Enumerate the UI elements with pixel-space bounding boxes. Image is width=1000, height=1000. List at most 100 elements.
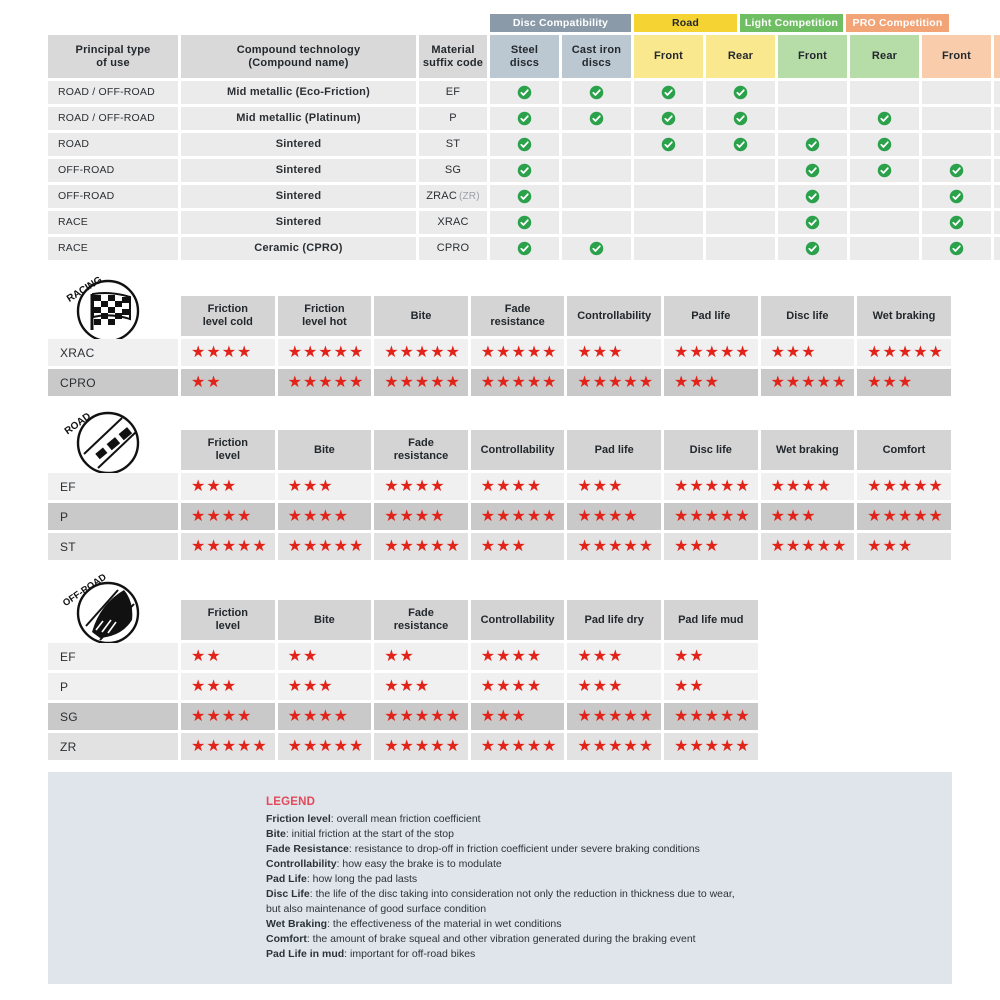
star-icon: ★ bbox=[384, 537, 399, 555]
header-road-rear: Rear bbox=[706, 35, 775, 78]
star-icon: ★ bbox=[577, 737, 592, 755]
rating-cell: ★ ★ ★ bbox=[374, 673, 468, 700]
rating-cell: ★ ★ ★ ★ ★ bbox=[857, 473, 951, 500]
rating-cell: ★ ★ ★ ★ ★ bbox=[663, 339, 758, 366]
header-principal-type-line2: of use bbox=[96, 56, 130, 69]
star-rating: ★ ★ bbox=[278, 648, 372, 665]
rating-cell: ★ ★ ★ ★ ★ bbox=[374, 703, 468, 730]
star-icon: ★ bbox=[867, 343, 882, 361]
star-rating: ★ ★ ★ ★ bbox=[374, 478, 468, 495]
group-header-spacer bbox=[48, 14, 487, 32]
star-icon: ★ bbox=[608, 677, 623, 695]
star-icon: ★ bbox=[785, 343, 801, 361]
rating-cell: ★ ★ ★ ★ bbox=[277, 703, 372, 730]
star-icon: ★ bbox=[592, 507, 608, 525]
star-icon: ★ bbox=[414, 677, 430, 695]
star-icon: ★ bbox=[496, 343, 511, 361]
star-icon: ★ bbox=[785, 373, 801, 391]
star-icon: ★ bbox=[302, 537, 318, 555]
check-icon bbox=[733, 111, 748, 126]
star-icon: ★ bbox=[704, 707, 719, 725]
star-icon: ★ bbox=[191, 647, 206, 665]
rating-row-label: P bbox=[48, 673, 178, 700]
star-icon: ★ bbox=[720, 477, 735, 495]
star-icon: ★ bbox=[414, 537, 430, 555]
cell-not-compatible bbox=[706, 159, 775, 182]
cell-compatible bbox=[922, 185, 991, 208]
rating-cell: ★ ★ ★ ★ ★ bbox=[760, 533, 855, 560]
star-icon: ★ bbox=[785, 507, 801, 525]
star-icon: ★ bbox=[302, 737, 318, 755]
star-rating: ★ ★ ★ ★ ★ bbox=[567, 373, 661, 391]
table-row: ROAD / OFF-ROAD Mid metallic (Eco-Frictio… bbox=[48, 81, 1000, 104]
star-icon: ★ bbox=[511, 507, 526, 525]
star-icon: ★ bbox=[191, 737, 206, 755]
rating-header-controllability: Controllability bbox=[470, 430, 565, 470]
star-icon: ★ bbox=[430, 537, 445, 555]
star-icon: ★ bbox=[623, 373, 638, 391]
star-icon: ★ bbox=[318, 737, 333, 755]
star-icon: ★ bbox=[623, 737, 638, 755]
check-icon bbox=[517, 137, 532, 152]
rating-row: EF ★ ★ ★ ★ ★ ★ ★ ★ ★ ★ ★ ★ ★ ★ ★ bbox=[48, 643, 952, 670]
star-icon: ★ bbox=[384, 647, 399, 665]
rating-cell: ★ ★ bbox=[374, 643, 468, 670]
rating-cell: ★ ★ ★ ★ ★ bbox=[181, 733, 275, 760]
cell-not-compatible bbox=[634, 159, 703, 182]
cell-compatible bbox=[778, 159, 847, 182]
star-icon: ★ bbox=[831, 537, 847, 555]
check-icon bbox=[517, 85, 532, 100]
star-icon: ★ bbox=[318, 537, 333, 555]
star-rating: ★ ★ ★ bbox=[857, 373, 951, 391]
star-rating: ★ ★ ★ bbox=[567, 344, 661, 361]
star-icon: ★ bbox=[720, 507, 735, 525]
star-icon: ★ bbox=[191, 677, 206, 695]
star-icon: ★ bbox=[252, 737, 267, 755]
check-icon bbox=[517, 163, 532, 178]
cell-not-compatible bbox=[994, 185, 1000, 208]
cell-compatible bbox=[634, 81, 703, 104]
rating-cell: ★ ★ ★ bbox=[567, 473, 661, 500]
star-icon: ★ bbox=[673, 677, 689, 695]
star-rating: ★ ★ ★ ★ bbox=[374, 508, 468, 525]
star-icon: ★ bbox=[206, 343, 221, 361]
star-icon: ★ bbox=[302, 477, 318, 495]
cell-not-compatible bbox=[634, 211, 703, 234]
star-icon: ★ bbox=[928, 477, 943, 495]
header-disc-steel-discs: Steel discs bbox=[490, 35, 559, 78]
check-icon bbox=[877, 111, 892, 126]
rating-row: P ★ ★ ★ ★ ★ ★ ★ ★ ★ ★ ★ ★ ★ ★ ★ ★ ★ ★ bbox=[48, 673, 952, 700]
star-icon: ★ bbox=[897, 373, 913, 391]
star-icon: ★ bbox=[348, 373, 364, 391]
rating-cell: ★ ★ bbox=[181, 643, 275, 670]
star-icon: ★ bbox=[221, 507, 237, 525]
rating-cell: ★ ★ ★ bbox=[567, 643, 661, 670]
star-icon: ★ bbox=[882, 343, 897, 361]
rating-cell: ★ ★ ★ ★ ★ bbox=[181, 533, 275, 560]
rating-cell: ★ ★ ★ bbox=[760, 339, 855, 366]
star-icon: ★ bbox=[221, 343, 237, 361]
star-icon: ★ bbox=[785, 537, 801, 555]
star-icon: ★ bbox=[867, 477, 882, 495]
check-icon bbox=[733, 137, 748, 152]
cell-not-compatible bbox=[922, 81, 991, 104]
rating-header-pad-life: Pad life bbox=[567, 430, 661, 470]
rating-header-row: Friction level cold Friction level hot Bite F… bbox=[48, 296, 952, 336]
legend-entry: but also maintenance of good surface con… bbox=[266, 903, 487, 915]
group-header-row: Disc Compatibility Road Light Competitio… bbox=[48, 14, 952, 32]
cell-not-compatible bbox=[994, 211, 1000, 234]
cell-material-suffix-code: CPRO bbox=[419, 237, 487, 260]
header-material-suffix-line1: Material bbox=[431, 43, 475, 56]
rating-row: EF ★ ★ ★ ★ ★ ★ ★ ★ ★ ★ ★ ★ ★ ★ ★ ★ ★ ★ ★ ★ ★ ★ ★ ★ ★ ★ ★ ★ ★ ★ ★ bbox=[48, 473, 952, 500]
star-icon: ★ bbox=[592, 537, 608, 555]
star-icon: ★ bbox=[445, 343, 460, 361]
star-icon: ★ bbox=[206, 507, 221, 525]
star-icon: ★ bbox=[720, 737, 735, 755]
header-pro-front: Front bbox=[922, 35, 991, 78]
star-icon: ★ bbox=[399, 647, 414, 665]
column-header-row: Principal type of use Compound technology… bbox=[48, 35, 1000, 78]
legend-lines: Friction level: overall mean friction co… bbox=[266, 812, 886, 962]
star-icon: ★ bbox=[237, 707, 252, 725]
star-icon: ★ bbox=[577, 677, 592, 695]
star-rating: ★ ★ ★ ★ bbox=[471, 678, 565, 695]
